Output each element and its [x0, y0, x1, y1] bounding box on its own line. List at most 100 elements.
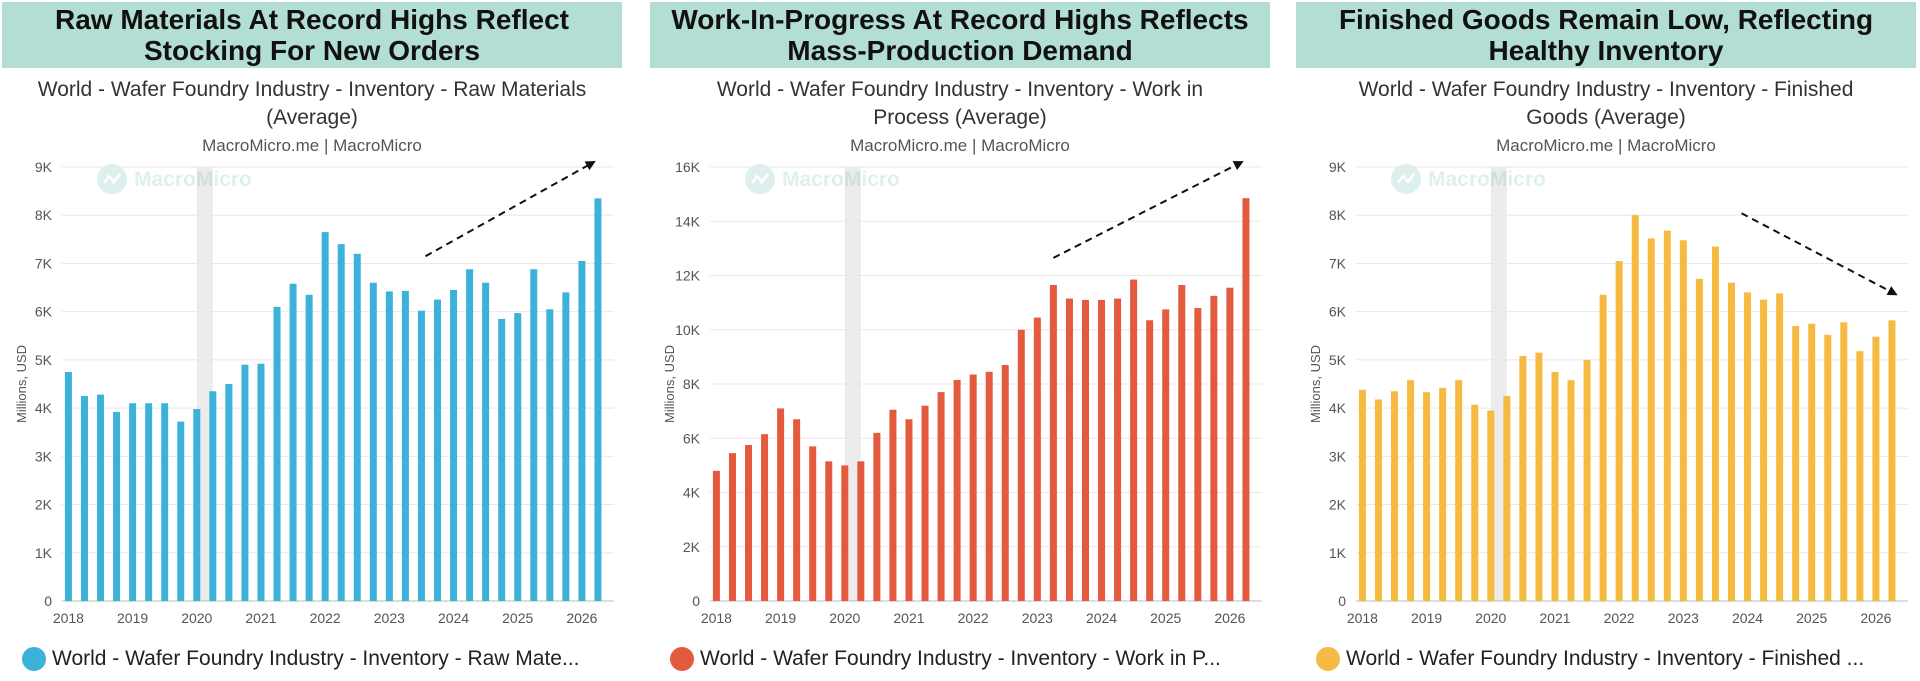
y-tick-label: 8K: [683, 376, 701, 392]
bar: [1098, 299, 1106, 601]
x-tick-label: 2023: [1668, 610, 1699, 626]
bar: [594, 198, 602, 601]
bar: [1194, 308, 1202, 601]
bar: [1840, 322, 1848, 601]
bar: [969, 374, 977, 601]
bar: [562, 292, 570, 601]
bar: [1358, 389, 1366, 601]
bar: [1744, 292, 1752, 601]
y-tick-label: 2K: [35, 497, 53, 513]
watermark-text: MacroMicro: [134, 168, 252, 191]
bar: [305, 294, 313, 601]
y-axis-label: Millions, USD: [1308, 345, 1323, 423]
y-tick-label: 3K: [1329, 448, 1347, 464]
y-tick-label: 14K: [675, 213, 701, 229]
legend[interactable]: World - Wafer Foundry Industry - Invento…: [1316, 644, 1906, 674]
bar: [937, 392, 945, 601]
chart-source: MacroMicro.me | MacroMicro: [202, 136, 422, 155]
bar: [985, 371, 993, 601]
headline: Raw Materials At Record Highs Reflect St…: [2, 2, 622, 68]
bar: [921, 405, 929, 601]
bar-chart-work-in-process: MacroMicro 0 2K 4K 6K 8K 10K 12K 14K 16K 2018 2019 2…: [662, 159, 1262, 626]
y-axis-label: Millions, USD: [14, 345, 29, 423]
bar: [1519, 356, 1527, 601]
bar-chart-finished-goods: MacroMicro 0 1K 2K 3K 4K 5K 6K 7K 8K 9K 2018 2019 202…: [1308, 159, 1908, 626]
bar: [1711, 246, 1719, 602]
bar: [1679, 240, 1687, 601]
bar: [209, 391, 217, 601]
x-tick-label: 2024: [1732, 610, 1763, 626]
watermark-mark-icon: [1396, 173, 1415, 185]
bar: [1760, 299, 1768, 601]
bar: [777, 408, 785, 601]
bar: [80, 396, 88, 601]
bar: [498, 318, 506, 601]
shaded-period: [196, 167, 213, 601]
bar: [353, 253, 361, 602]
bar: [1647, 238, 1655, 601]
x-tick-label: 2026: [566, 610, 597, 626]
bar: [514, 313, 522, 601]
bar: [841, 465, 849, 601]
bar: [337, 244, 345, 601]
bar: [1471, 404, 1479, 601]
watermark: MacroMicro: [97, 164, 252, 194]
y-tick-label: 16K: [675, 159, 701, 175]
x-tick-label: 2022: [958, 610, 989, 626]
bar: [1033, 317, 1041, 601]
bar: [97, 394, 105, 601]
legend-color-dot: [670, 647, 694, 671]
legend-color-dot: [22, 647, 46, 671]
bar: [1407, 380, 1415, 601]
x-tick-label: 2019: [1411, 610, 1442, 626]
bar: [546, 309, 554, 601]
x-tick-label: 2022: [310, 610, 341, 626]
trend-arrow: [1741, 212, 1898, 296]
x-tick-label: 2025: [1150, 610, 1181, 626]
y-tick-label: 7K: [1329, 255, 1347, 271]
bar: [1081, 299, 1089, 601]
bar: [825, 461, 833, 601]
bar: [1065, 298, 1073, 601]
chart-title: World - Wafer Foundry Industry - Invento…: [37, 78, 587, 129]
bar: [161, 403, 169, 601]
y-tick-label: 6K: [1329, 304, 1347, 320]
bar: [1178, 284, 1186, 601]
y-tick-label: 9K: [1329, 159, 1347, 175]
bar: [1727, 282, 1735, 601]
bar: [1631, 215, 1639, 601]
bar-chart-raw-materials: MacroMicro 0 1K 2K 3K 4K 5K 6K 7K 8K 9K 2018 2019 202…: [14, 159, 614, 626]
bar: [728, 453, 736, 601]
bar: [1856, 351, 1864, 601]
x-tick-label: 2023: [374, 610, 405, 626]
bar: [1792, 326, 1800, 601]
shaded-period: [1490, 167, 1507, 601]
bar: [369, 282, 377, 601]
legend-color-dot: [1316, 647, 1340, 671]
bar: [482, 282, 490, 601]
bar: [225, 384, 233, 601]
y-tick-label: 3K: [35, 448, 53, 464]
watermark: MacroMicro: [1391, 164, 1546, 194]
bar: [1615, 261, 1623, 601]
bar: [1162, 309, 1170, 601]
x-tick-label: 2020: [181, 610, 212, 626]
y-tick-label: 0: [1338, 593, 1346, 609]
bar: [1423, 392, 1431, 601]
watermark-text: MacroMicro: [1428, 168, 1546, 191]
x-tick-label: 2026: [1860, 610, 1891, 626]
bar: [145, 403, 153, 601]
legend[interactable]: World - Wafer Foundry Industry - Invento…: [22, 644, 612, 674]
y-tick-label: 5K: [1329, 352, 1347, 368]
bar: [578, 261, 586, 601]
bar: [1583, 359, 1591, 601]
x-tick-label: 2021: [1539, 610, 1570, 626]
bar: [385, 291, 393, 601]
headline: Work-In-Progress At Record Highs Reflect…: [650, 2, 1270, 68]
y-tick-label: 1K: [35, 545, 53, 561]
legend[interactable]: World - Wafer Foundry Industry - Invento…: [670, 644, 1260, 674]
watermark-mark-icon: [750, 173, 769, 185]
y-tick-label: 7K: [35, 255, 53, 271]
x-tick-label: 2024: [438, 610, 469, 626]
bar: [257, 363, 265, 601]
